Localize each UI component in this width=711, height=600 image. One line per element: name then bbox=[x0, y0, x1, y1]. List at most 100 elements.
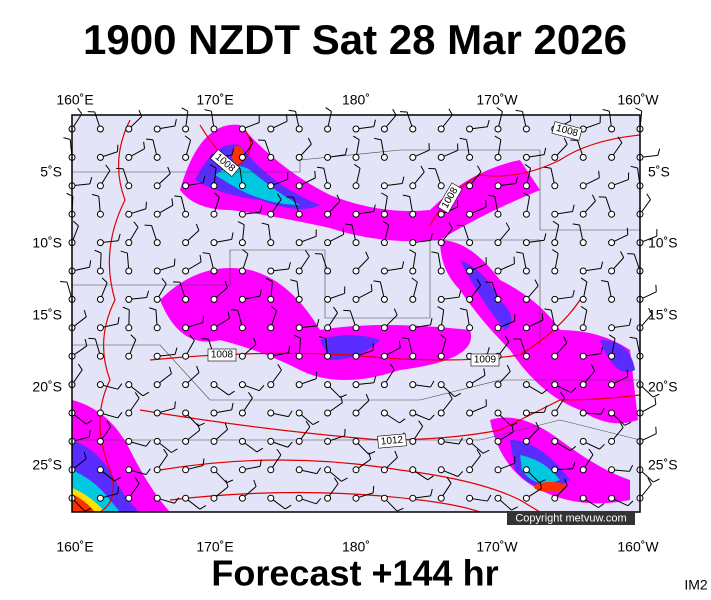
lon-label: 160˚E bbox=[56, 539, 93, 555]
station bbox=[210, 381, 218, 389]
isobar bbox=[159, 459, 541, 513]
wind-barb-tick bbox=[458, 437, 463, 445]
station bbox=[295, 352, 303, 360]
wind-barb-tick bbox=[627, 500, 634, 507]
wind-barb-tick bbox=[305, 420, 311, 428]
station bbox=[267, 409, 275, 417]
station bbox=[409, 125, 417, 133]
station bbox=[324, 324, 332, 332]
station bbox=[210, 125, 218, 133]
station bbox=[210, 182, 218, 190]
station bbox=[267, 352, 275, 360]
station bbox=[409, 352, 417, 360]
wind-barb-tick bbox=[563, 478, 568, 486]
station bbox=[466, 409, 474, 417]
station bbox=[96, 352, 104, 360]
wind-barb-tick bbox=[552, 220, 559, 226]
wind-barb-tick bbox=[657, 148, 661, 156]
wind-barb-tick bbox=[288, 410, 293, 417]
station bbox=[267, 295, 275, 303]
station bbox=[522, 437, 530, 445]
station bbox=[153, 381, 161, 389]
lon-label: 170˚W bbox=[476, 92, 518, 108]
wind-barb-tick bbox=[411, 277, 418, 283]
station bbox=[182, 381, 190, 389]
wind-barb-tick bbox=[516, 251, 524, 254]
wind-barb-tick bbox=[248, 136, 254, 144]
station bbox=[324, 409, 332, 417]
wind-barb-tick bbox=[431, 251, 439, 254]
station bbox=[238, 352, 246, 360]
station bbox=[437, 239, 445, 247]
wind-barb-tick bbox=[288, 109, 296, 112]
station bbox=[182, 494, 190, 502]
wind-barb-tick bbox=[333, 477, 339, 484]
station bbox=[466, 437, 474, 445]
station bbox=[380, 125, 388, 133]
wind-barb-tick bbox=[569, 445, 577, 452]
wind-barb-tick bbox=[202, 252, 210, 255]
station bbox=[182, 466, 190, 474]
station bbox=[409, 153, 417, 161]
wind-barb-tick bbox=[608, 334, 616, 339]
isobar-label-box bbox=[209, 148, 241, 178]
wind-barb-tick bbox=[197, 423, 201, 431]
station bbox=[352, 466, 360, 474]
station bbox=[96, 182, 104, 190]
station bbox=[579, 267, 587, 275]
wind-barb-tick bbox=[511, 424, 514, 432]
station bbox=[267, 324, 275, 332]
station bbox=[608, 295, 616, 303]
station bbox=[522, 182, 530, 190]
wind-barb-tick bbox=[352, 135, 360, 141]
station bbox=[324, 210, 332, 218]
station bbox=[494, 324, 502, 332]
wind-barb-tick bbox=[287, 345, 291, 353]
wind-barb-tick bbox=[560, 391, 565, 399]
station bbox=[324, 352, 332, 360]
station bbox=[238, 125, 246, 133]
eez-line bbox=[72, 419, 641, 441]
station bbox=[267, 494, 275, 502]
station bbox=[324, 182, 332, 190]
station bbox=[238, 437, 246, 445]
eez-line bbox=[72, 344, 640, 401]
station bbox=[125, 153, 133, 161]
station bbox=[551, 409, 559, 417]
station bbox=[551, 324, 559, 332]
wind-barb-tick bbox=[448, 392, 453, 400]
station bbox=[96, 210, 104, 218]
wind-barb-tick bbox=[628, 318, 632, 326]
boundaries bbox=[72, 149, 641, 441]
wind-barb-tick bbox=[563, 137, 568, 145]
wind-barb-tick bbox=[446, 477, 452, 484]
wind-barb-tick bbox=[134, 477, 140, 484]
station bbox=[466, 210, 474, 218]
wind-barb-tick bbox=[174, 119, 177, 127]
wind-barb-tick bbox=[591, 194, 596, 202]
station bbox=[295, 153, 303, 161]
lat-label: 5˚S bbox=[40, 164, 62, 180]
station bbox=[522, 466, 530, 474]
station bbox=[409, 494, 417, 502]
station bbox=[324, 295, 332, 303]
wind-barb-tick bbox=[88, 337, 96, 340]
station bbox=[153, 267, 161, 275]
wind-barb-tick bbox=[523, 192, 530, 197]
station bbox=[182, 125, 190, 133]
station bbox=[409, 267, 417, 275]
wind-barb-tick bbox=[117, 316, 120, 324]
wind-barb-tick bbox=[600, 346, 604, 354]
wind-barb-tick bbox=[624, 421, 632, 426]
wind-barb-tick bbox=[226, 479, 234, 484]
wind-barb-tick bbox=[629, 336, 637, 340]
rain-area bbox=[520, 455, 560, 484]
station bbox=[267, 239, 275, 247]
wind-barb-tick bbox=[543, 147, 547, 155]
wind-barb-tick bbox=[389, 363, 395, 370]
wind-barb-tick bbox=[373, 204, 376, 212]
wind-barb-tick bbox=[318, 336, 326, 339]
wind-barb-tick bbox=[174, 497, 180, 504]
wind-barb-tick bbox=[477, 165, 482, 173]
